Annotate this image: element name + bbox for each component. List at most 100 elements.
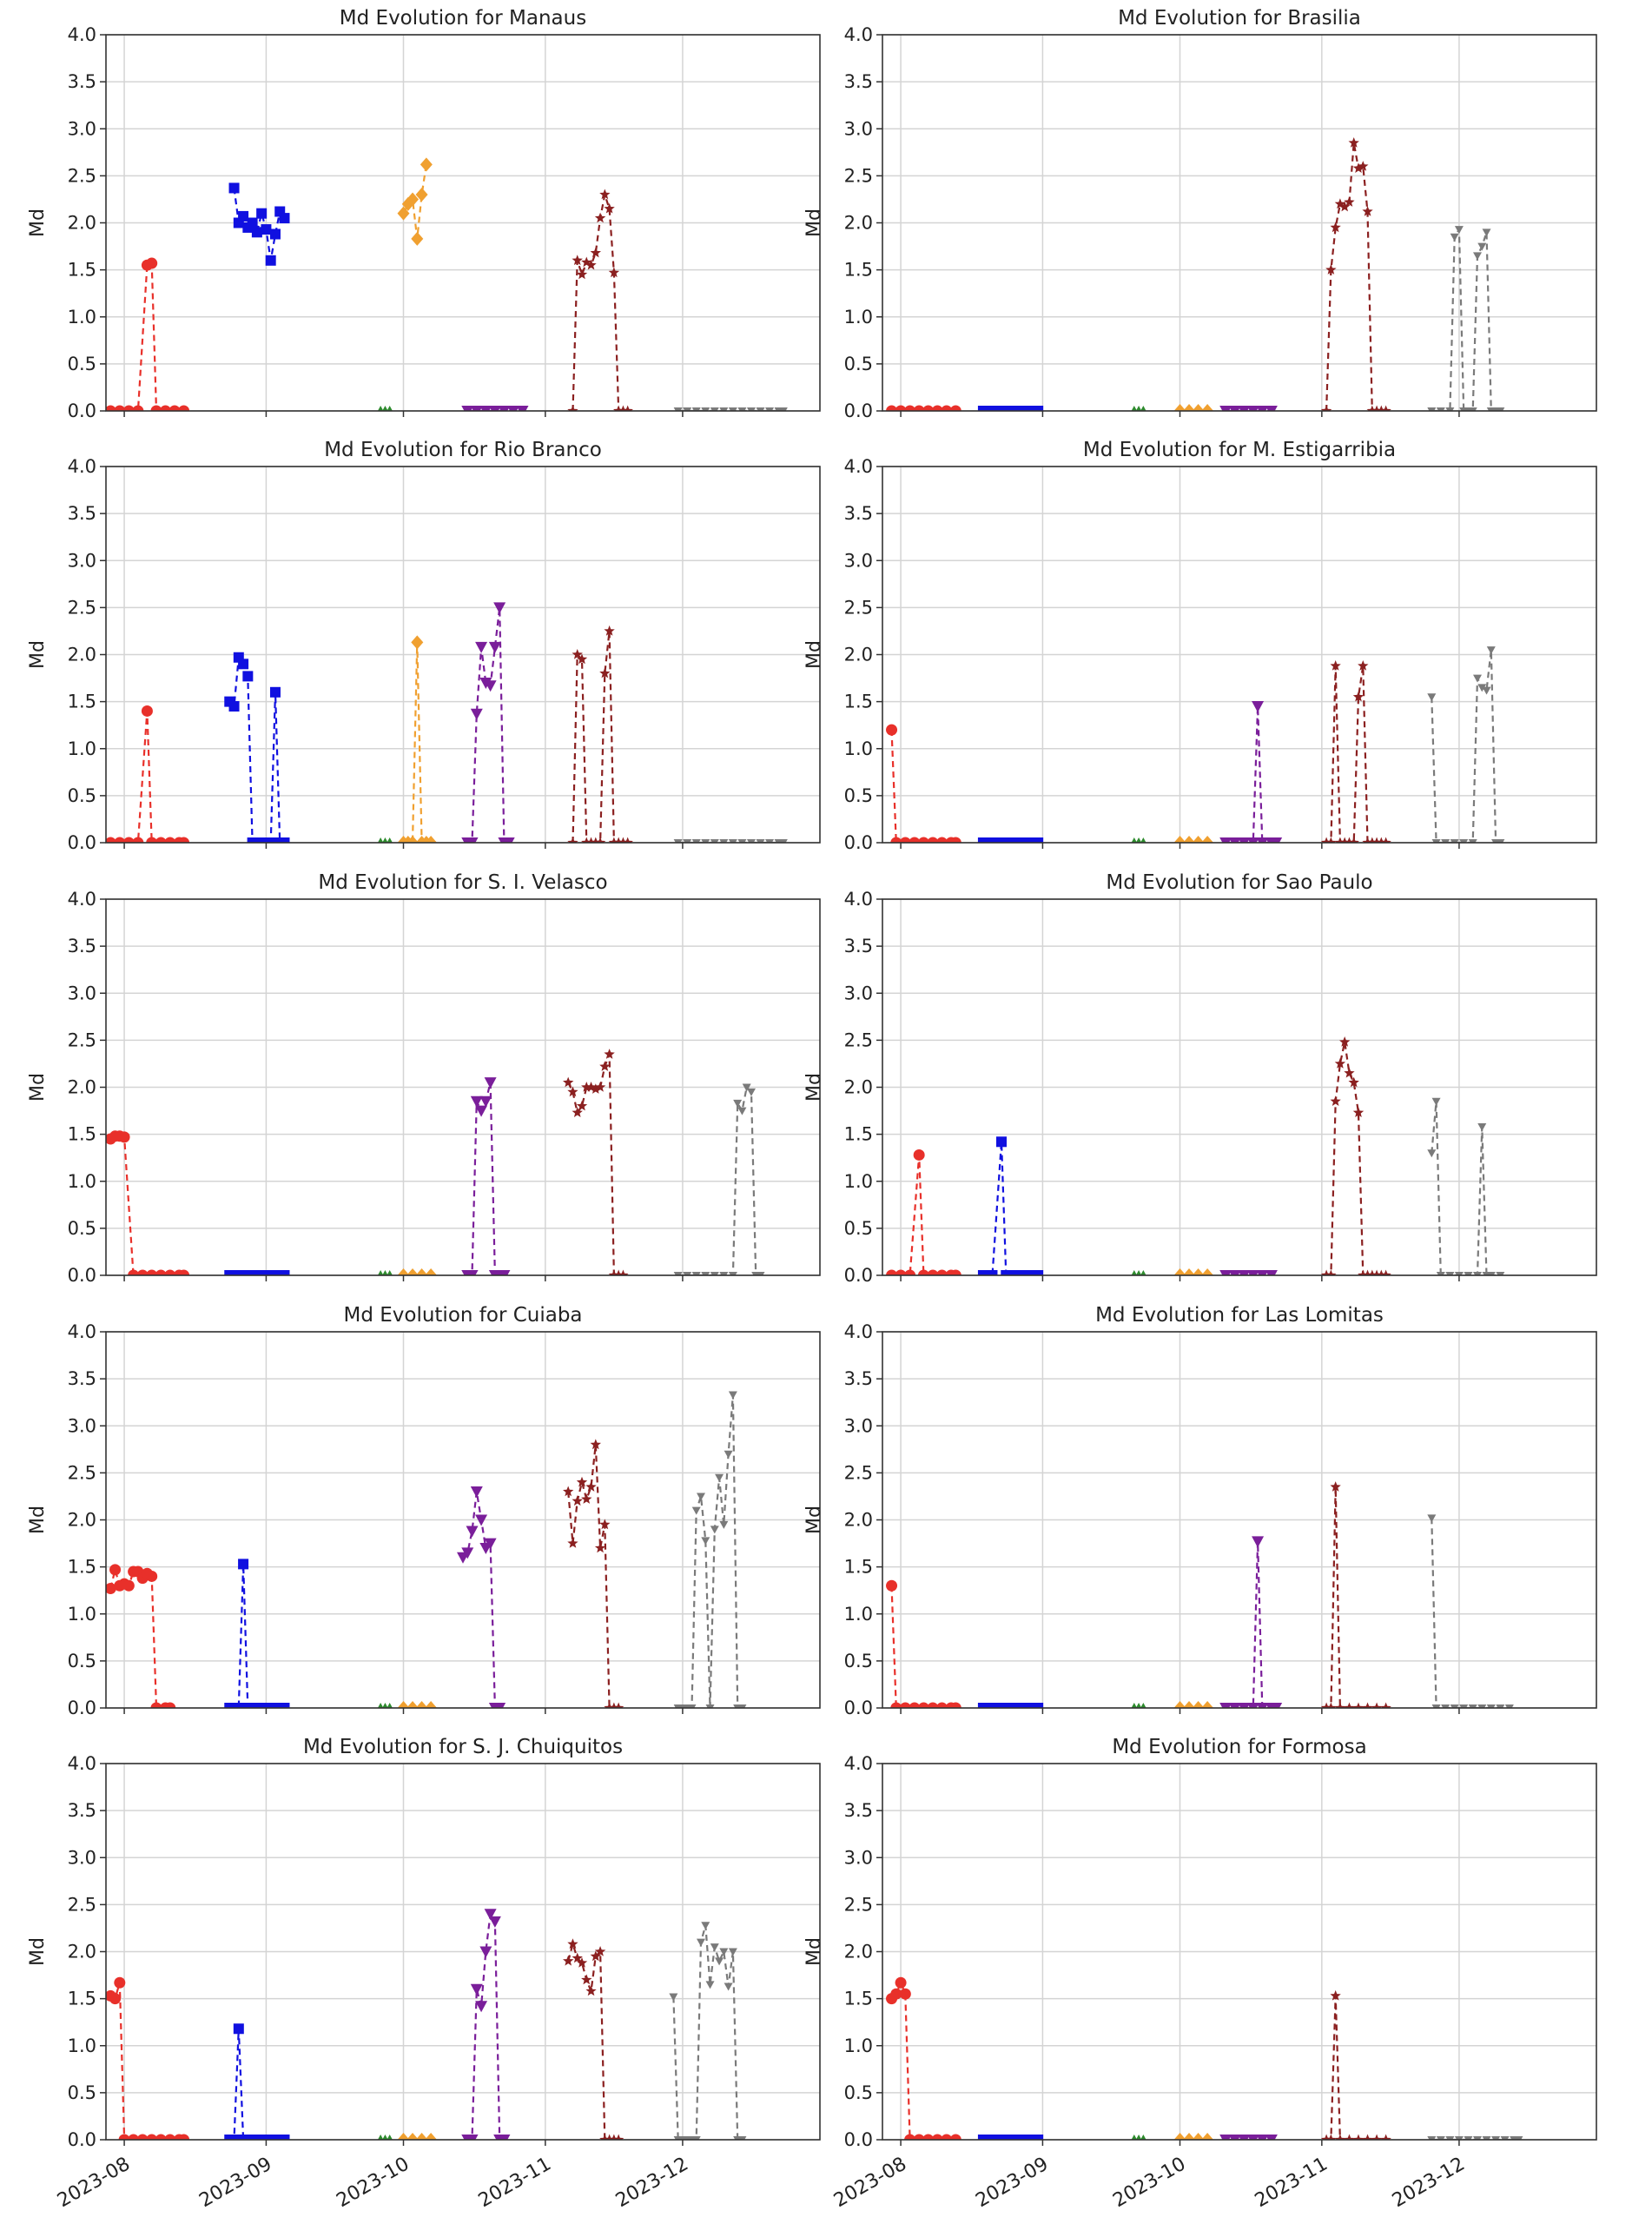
data-point	[719, 407, 729, 411]
data-point	[1344, 1067, 1355, 1078]
data-point	[1192, 1268, 1205, 1275]
data-point	[728, 1948, 737, 1956]
data-point	[1330, 222, 1341, 233]
data-point	[691, 839, 701, 843]
data-point	[1344, 1702, 1355, 1708]
data-point	[1183, 404, 1196, 411]
data-point	[904, 2134, 916, 2140]
series-4	[397, 2133, 438, 2140]
data-point	[178, 837, 190, 843]
data-point	[146, 2134, 158, 2140]
x-tick-label: 2023-11	[1252, 2154, 1332, 2213]
y-tick-label: 0.0	[844, 1698, 873, 1718]
y-tick-label: 3.5	[68, 71, 96, 92]
series-1	[886, 405, 961, 411]
data-point	[691, 2136, 701, 2140]
y-axis-label: Md	[803, 1506, 825, 1534]
data-point	[122, 837, 135, 843]
y-tick-label: 3.0	[68, 550, 96, 571]
series-5	[1219, 701, 1283, 843]
data-point	[164, 1702, 176, 1708]
data-point	[256, 2135, 268, 2140]
data-point	[1005, 406, 1016, 411]
data-point	[397, 1701, 410, 1708]
data-point	[1183, 1701, 1196, 1708]
data-point	[576, 1476, 588, 1487]
data-point	[164, 1269, 176, 1275]
data-point	[1334, 198, 1346, 209]
data-point	[572, 1495, 583, 1506]
data-point	[122, 405, 135, 411]
data-point	[581, 1493, 592, 1504]
y-tick-label: 1.5	[68, 1557, 96, 1578]
data-point	[1464, 2136, 1473, 2140]
data-point	[691, 1506, 701, 1515]
data-point	[397, 2133, 410, 2140]
data-point	[506, 406, 519, 411]
data-point	[1334, 2134, 1346, 2140]
data-point	[1005, 2135, 1016, 2140]
data-point	[141, 705, 153, 717]
data-point	[265, 837, 276, 843]
series-1	[886, 1976, 961, 2140]
subplot-title: Md Evolution for Cuiaba	[343, 1304, 582, 1327]
series-2	[977, 837, 1044, 843]
series-1	[106, 257, 190, 411]
series-2	[977, 1703, 1044, 1708]
series-line	[677, 1394, 743, 1708]
data-point	[1135, 1270, 1142, 1275]
data-point	[567, 837, 578, 843]
data-point	[604, 202, 615, 214]
y-tick-label: 1.0	[68, 307, 96, 328]
data-point	[1238, 2135, 1251, 2140]
data-point	[737, 839, 747, 843]
y-tick-label: 2.5	[68, 1029, 96, 1050]
data-point	[710, 1943, 719, 1952]
y-tick-label: 4.0	[68, 889, 96, 910]
series-5	[1219, 2135, 1278, 2140]
data-point	[1352, 1107, 1365, 1117]
subplot-title: Md Evolution for M. Estigarribia	[1083, 439, 1396, 461]
series-7	[1427, 226, 1505, 411]
data-point	[886, 405, 898, 411]
data-point	[242, 1703, 254, 1708]
data-point	[411, 635, 424, 650]
data-point	[233, 1270, 244, 1275]
y-tick-label: 4.0	[844, 456, 873, 477]
series-7	[1427, 2136, 1523, 2140]
y-tick-label: 4.0	[68, 1321, 96, 1342]
data-point	[479, 1946, 492, 1958]
data-point	[164, 837, 176, 843]
data-point	[987, 2135, 998, 2140]
data-point	[1131, 1270, 1138, 1275]
y-tick-label: 3.0	[844, 118, 873, 139]
data-point	[1371, 1702, 1383, 1708]
data-point	[1131, 837, 1138, 843]
data-point	[150, 405, 162, 411]
data-point	[1431, 839, 1441, 843]
data-point	[949, 837, 961, 843]
y-tick-label: 2.5	[68, 165, 96, 186]
data-point	[1330, 1095, 1341, 1106]
series-3	[377, 1703, 393, 1708]
data-point	[1330, 1989, 1341, 2001]
series-line	[1431, 226, 1501, 411]
data-point	[1427, 1514, 1437, 1523]
data-point	[987, 1270, 998, 1275]
data-point	[599, 1519, 611, 1530]
series-line	[403, 642, 432, 843]
data-point	[265, 2135, 276, 2140]
y-tick-label: 2.5	[844, 1029, 873, 1050]
data-point	[977, 1703, 988, 1708]
data-point	[1238, 837, 1251, 843]
data-point	[1504, 1704, 1514, 1708]
series-6	[1320, 1989, 1391, 2140]
data-point	[397, 206, 410, 221]
data-point	[420, 157, 433, 172]
data-point	[178, 405, 190, 411]
data-point	[1014, 1703, 1026, 1708]
data-point	[1325, 837, 1337, 843]
data-point	[1140, 2135, 1146, 2140]
data-point	[1352, 162, 1365, 173]
series-7	[673, 1391, 747, 1708]
